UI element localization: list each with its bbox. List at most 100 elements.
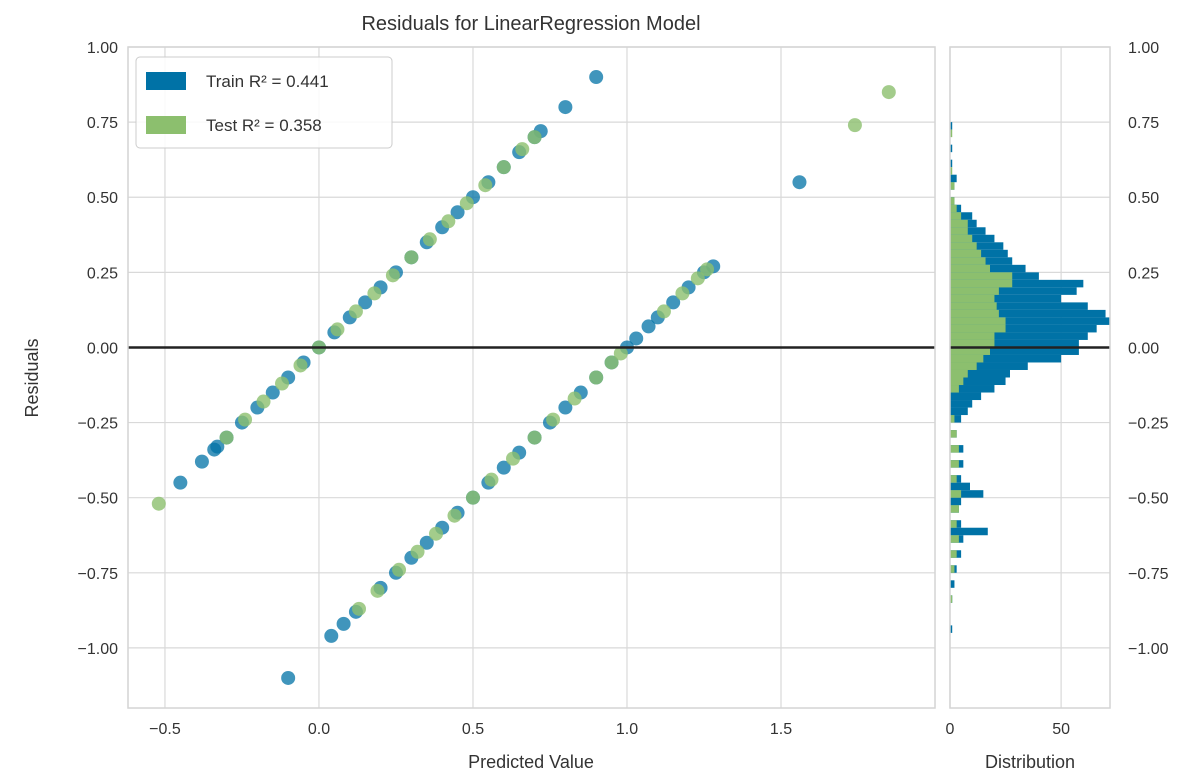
test-distribution-bar: [950, 565, 955, 573]
test-point: [238, 412, 253, 427]
train-point: [558, 400, 573, 415]
distribution-x-tick-label: 0: [946, 721, 955, 738]
train-distribution-bar: [950, 159, 953, 168]
test-distribution-bar: [950, 257, 986, 265]
test-point: [410, 544, 425, 559]
train-distribution-bar: [950, 369, 1010, 378]
test-distribution-bar: [950, 287, 999, 295]
test-point: [527, 130, 542, 145]
train-distribution-bar: [950, 482, 970, 491]
test-distribution-bar: [950, 332, 995, 340]
train-point: [419, 535, 434, 550]
main-plot-area: [128, 47, 935, 708]
main-plot-border: [127, 46, 936, 709]
train-point: [792, 175, 807, 190]
x-tick-label: 1.5: [770, 721, 792, 738]
y-tick-label: −0.50: [78, 491, 119, 508]
train-distribution-bar: [950, 294, 1062, 303]
legend-label-train: Train R² = 0.441: [206, 72, 329, 91]
train-point: [194, 454, 209, 469]
train-distribution-bar: [950, 144, 953, 153]
test-distribution-bar: [950, 354, 984, 363]
y-axis-ticks: 1.00 0.75 0.50 0.25 0.00 −0.25 −0.50 −0.75 −1.00: [78, 40, 119, 658]
legend-swatch-test: [146, 116, 186, 134]
train-distribution-bar: [950, 400, 973, 408]
test-distribution-bar: [950, 219, 968, 228]
y-tick-label: −1.00: [78, 641, 119, 658]
distribution-y-tick-label: −0.75: [1128, 566, 1169, 583]
legend-label-test: Test R² = 0.358: [206, 116, 322, 135]
train-point: [666, 295, 681, 310]
distribution-y-tick-label: −1.00: [1128, 641, 1169, 658]
test-point: [293, 358, 308, 373]
test-point: [441, 214, 456, 229]
train-distribution-bar: [950, 527, 988, 536]
test-distribution-bar: [950, 279, 1013, 288]
test-point: [330, 322, 345, 337]
test-distribution-bar: [950, 317, 1006, 325]
test-point: [429, 526, 444, 541]
test-point: [385, 268, 400, 283]
distribution-plot-frame: [949, 46, 1111, 709]
test-distribution-bar: [950, 490, 962, 498]
distribution-x-ticks: 0 50: [946, 721, 1071, 738]
x-tick-label: 0.5: [462, 721, 484, 738]
distribution-y-tick-label: 0.00: [1128, 340, 1159, 357]
test-point: [589, 370, 604, 385]
test-point: [613, 346, 628, 361]
test-distribution-bar: [950, 264, 990, 273]
test-distribution-bar: [950, 234, 973, 243]
train-distribution-bar: [950, 339, 1079, 348]
train-distribution-bar: [950, 385, 995, 393]
x-axis-label: Predicted Value: [468, 752, 594, 772]
test-distribution-bar: [950, 309, 999, 318]
train-distribution-bar: [950, 347, 1079, 355]
test-distribution-bar: [950, 272, 1013, 280]
legend-swatch-train: [146, 72, 186, 90]
train-point: [496, 460, 511, 475]
test-point: [515, 142, 530, 157]
train-distribution-bar: [950, 580, 955, 588]
test-series: [151, 85, 896, 616]
train-distribution-bar: [950, 354, 1062, 363]
distribution-x-tick-label: 50: [1052, 721, 1070, 738]
train-point: [450, 205, 465, 220]
train-distribution-bar: [950, 332, 1088, 340]
train-distribution-bar: [950, 362, 1028, 370]
test-distribution-bar: [950, 595, 953, 603]
train-point: [641, 319, 656, 334]
train-distribution-bar: [950, 317, 1110, 325]
train-point: [336, 616, 351, 631]
distribution-y-tick-label: 0.25: [1128, 265, 1159, 282]
test-distribution-bar: [950, 385, 959, 393]
test-point: [847, 118, 862, 133]
test-distribution-bar: [950, 377, 964, 386]
test-point: [370, 583, 385, 598]
y-tick-label: 0.25: [87, 265, 118, 282]
y-tick-label: −0.75: [78, 566, 119, 583]
y-tick-label: 0.00: [87, 340, 118, 357]
test-distribution-bar: [950, 520, 957, 528]
test-point: [690, 271, 705, 286]
train-point: [173, 475, 188, 490]
test-distribution-bar: [950, 182, 955, 190]
test-distribution-bar: [950, 129, 953, 138]
train-distribution-bar: [950, 279, 1084, 288]
test-distribution-bar: [950, 197, 955, 205]
test-distribution-bar: [950, 415, 955, 423]
x-tick-label: 1.0: [616, 721, 638, 738]
test-point: [275, 376, 290, 391]
test-point: [422, 232, 437, 247]
test-distribution-bar: [950, 302, 997, 310]
test-distribution-bar: [950, 339, 995, 348]
legend: Train R² = 0.441 Test R² = 0.358: [135, 56, 393, 149]
test-point: [656, 304, 671, 319]
train-point: [281, 670, 296, 685]
train-distribution-bar: [950, 415, 962, 423]
train-distribution-bar: [950, 302, 1088, 310]
train-distribution-bar: [950, 324, 1097, 333]
test-distribution-bar: [950, 505, 959, 513]
train-point: [358, 295, 373, 310]
